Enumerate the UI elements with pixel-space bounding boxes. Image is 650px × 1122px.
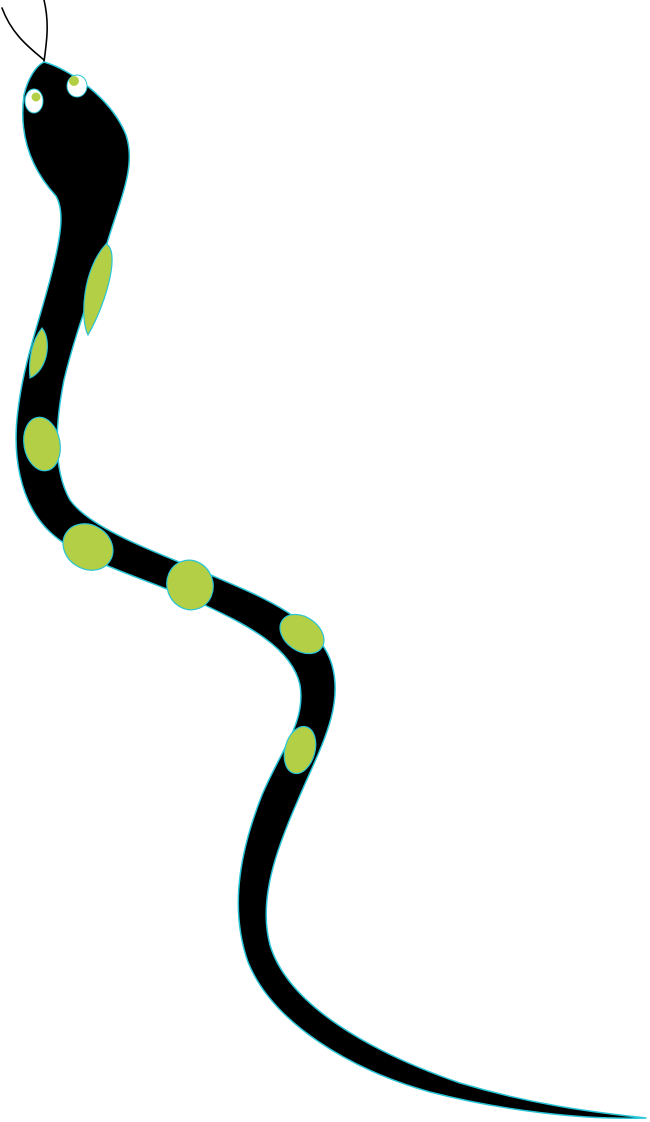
spot-shape: [62, 523, 114, 571]
eye-icon: [66, 74, 88, 98]
spot-shape: [279, 613, 325, 655]
spot-shape: [83, 243, 113, 337]
snake-body: [15, 61, 647, 1119]
forked-tongue-icon: [1, 0, 48, 63]
spot-shape: [166, 559, 214, 611]
spots: [23, 243, 325, 775]
spot-shape: [283, 725, 317, 775]
spot-shape: [28, 327, 48, 379]
spot-shape: [23, 416, 61, 472]
eye-icon: [24, 88, 44, 114]
